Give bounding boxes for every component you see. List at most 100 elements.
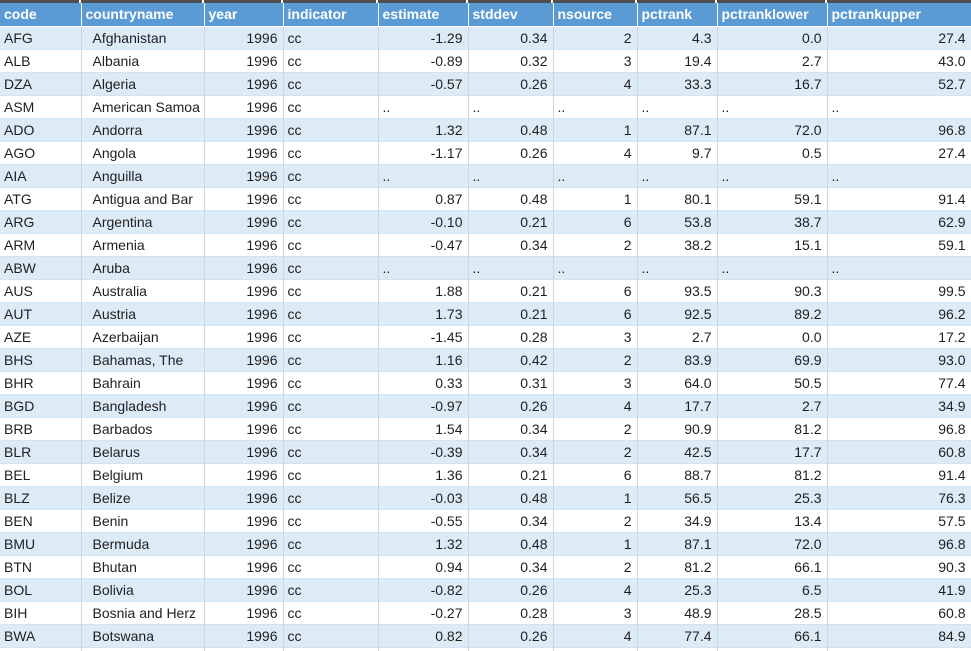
cell-pctranklower[interactable]: 25.3 [717, 486, 828, 510]
cell-countryname[interactable]: Argentina [81, 210, 205, 234]
cell-nsource[interactable]: 3 [553, 601, 638, 625]
cell-nsource[interactable]: 6 [553, 302, 638, 326]
cell-nsource[interactable]: 4 [553, 394, 638, 418]
column-header-nsource[interactable]: nsource [553, 3, 638, 27]
cell-countryname[interactable]: Bahrain [81, 371, 205, 395]
cell-pctrankupper[interactable]: 96.8 [827, 417, 971, 441]
cell-pctrankupper[interactable]: 76.3 [827, 486, 971, 510]
cell-pctrankupper[interactable]: 52.7 [827, 72, 971, 96]
cell-pctranklower[interactable]: .. [717, 164, 828, 188]
cell-indicator[interactable]: cc [283, 371, 379, 395]
cell-pctranklower[interactable]: 72.0 [717, 532, 828, 556]
cell-indicator[interactable]: cc [283, 348, 379, 372]
cell-pctrankupper[interactable]: 96.8 [827, 118, 971, 142]
cell-pctrank[interactable]: 17.7 [637, 394, 718, 418]
cell-code[interactable]: BHS [0, 348, 82, 372]
cell-indicator[interactable]: cc [283, 26, 379, 50]
cell-nsource[interactable]: 2 [553, 555, 638, 579]
cell-countryname[interactable]: Belize [81, 486, 205, 510]
cell-pctrankupper[interactable]: 91.4 [827, 463, 971, 487]
cell-pctrank[interactable]: 4.3 [637, 26, 718, 50]
cell-nsource[interactable]: 2 [553, 26, 638, 50]
cell-code[interactable]: AUT [0, 302, 82, 326]
cell-countryname[interactable]: Belgium [81, 463, 205, 487]
cell-pctrank[interactable]: 93.5 [637, 279, 718, 303]
cell-nsource[interactable]: .. [553, 164, 638, 188]
cell-pctranklower[interactable]: 0.5 [717, 141, 828, 165]
cell-estimate[interactable]: 1.36 [378, 463, 469, 487]
cell-countryname[interactable]: Austria [81, 302, 205, 326]
cell-nsource[interactable]: 4 [553, 624, 638, 648]
cell-stddev[interactable]: 0.48 [468, 118, 554, 142]
cell-estimate[interactable]: 1.16 [378, 348, 469, 372]
cell-estimate[interactable]: 1.32 [378, 118, 469, 142]
cell-nsource[interactable]: 1 [553, 486, 638, 510]
cell-code[interactable]: BLR [0, 440, 82, 464]
cell-stddev[interactable]: 0.48 [468, 486, 554, 510]
cell-nsource[interactable]: 2 [553, 440, 638, 464]
cell-year[interactable]: 1996 [204, 187, 284, 211]
cell-code[interactable]: ASM [0, 95, 82, 119]
cell-pctrankupper[interactable]: 99.5 [827, 279, 971, 303]
cell-nsource[interactable]: .. [553, 256, 638, 280]
cell-pctranklower[interactable]: 90.3 [717, 279, 828, 303]
cell-estimate[interactable]: -1.29 [378, 26, 469, 50]
cell-indicator[interactable]: cc [283, 532, 379, 556]
cell-countryname[interactable]: Antigua and Bar [81, 187, 205, 211]
cell-pctrank[interactable]: 87.1 [637, 532, 718, 556]
cell-pctrankupper[interactable]: 27.4 [827, 141, 971, 165]
column-header-code[interactable]: code [0, 3, 82, 27]
cell-pctrank[interactable]: 19.4 [637, 49, 718, 73]
cell-pctrankupper[interactable]: 62.9 [827, 210, 971, 234]
cell-estimate[interactable]: .. [378, 164, 469, 188]
cell-indicator[interactable]: cc [283, 624, 379, 648]
cell-indicator[interactable]: cc [283, 164, 379, 188]
cell-estimate[interactable]: -0.89 [378, 49, 469, 73]
cell-indicator[interactable]: cc [283, 394, 379, 418]
cell-empty[interactable] [204, 647, 284, 651]
cell-stddev[interactable]: 0.34 [468, 509, 554, 533]
cell-stddev[interactable]: .. [468, 164, 554, 188]
cell-estimate[interactable]: 0.94 [378, 555, 469, 579]
cell-countryname[interactable]: Aruba [81, 256, 205, 280]
cell-countryname[interactable]: Bangladesh [81, 394, 205, 418]
cell-code[interactable]: ARG [0, 210, 82, 234]
cell-pctranklower[interactable]: 17.7 [717, 440, 828, 464]
cell-pctrank[interactable]: .. [637, 256, 718, 280]
cell-year[interactable]: 1996 [204, 601, 284, 625]
cell-indicator[interactable]: cc [283, 302, 379, 326]
cell-countryname[interactable]: Angola [81, 141, 205, 165]
cell-nsource[interactable]: 4 [553, 578, 638, 602]
cell-pctranklower[interactable]: 38.7 [717, 210, 828, 234]
cell-pctrankupper[interactable]: 17.2 [827, 325, 971, 349]
cell-code[interactable]: BOL [0, 578, 82, 602]
cell-indicator[interactable]: cc [283, 555, 379, 579]
cell-indicator[interactable]: cc [283, 118, 379, 142]
cell-nsource[interactable]: 2 [553, 348, 638, 372]
cell-countryname[interactable]: Botswana [81, 624, 205, 648]
cell-pctrankupper[interactable]: .. [827, 164, 971, 188]
cell-indicator[interactable]: cc [283, 95, 379, 119]
cell-pctrankupper[interactable]: 27.4 [827, 26, 971, 50]
cell-year[interactable]: 1996 [204, 141, 284, 165]
column-header-pctrank[interactable]: pctrank [637, 3, 718, 27]
cell-stddev[interactable]: 0.26 [468, 394, 554, 418]
cell-year[interactable]: 1996 [204, 164, 284, 188]
cell-year[interactable]: 1996 [204, 394, 284, 418]
cell-indicator[interactable]: cc [283, 578, 379, 602]
cell-estimate[interactable]: -0.97 [378, 394, 469, 418]
cell-nsource[interactable]: 6 [553, 463, 638, 487]
cell-year[interactable]: 1996 [204, 26, 284, 50]
cell-nsource[interactable]: 1 [553, 532, 638, 556]
cell-year[interactable]: 1996 [204, 555, 284, 579]
cell-pctrank[interactable]: 53.8 [637, 210, 718, 234]
cell-stddev[interactable]: 0.34 [468, 26, 554, 50]
cell-pctranklower[interactable]: 59.1 [717, 187, 828, 211]
cell-stddev[interactable]: 0.48 [468, 532, 554, 556]
cell-estimate[interactable]: -1.45 [378, 325, 469, 349]
cell-year[interactable]: 1996 [204, 279, 284, 303]
cell-pctranklower[interactable]: 0.0 [717, 26, 828, 50]
cell-pctrankupper[interactable]: 77.4 [827, 371, 971, 395]
cell-empty[interactable] [717, 647, 828, 651]
cell-pctrank[interactable]: 2.7 [637, 325, 718, 349]
